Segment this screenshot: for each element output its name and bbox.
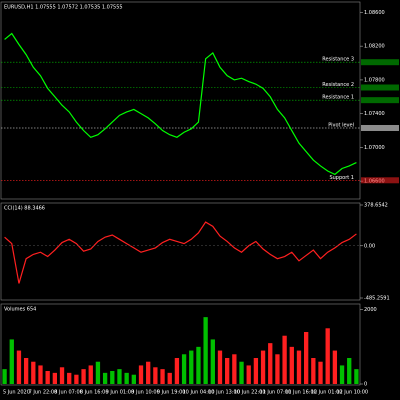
- series-line: [4, 32, 357, 176]
- volume-bar: [102, 372, 108, 384]
- volume-bar: [246, 365, 251, 384]
- time-label: 10 Jun 04:00: [183, 390, 215, 396]
- volume-bar: [232, 354, 237, 384]
- level-label: Resistance 1: [322, 95, 354, 101]
- time-label: 10 Jun 22:00: [234, 390, 266, 396]
- y-tick-label: 1.07800: [364, 77, 385, 83]
- volume-bar: [23, 358, 29, 384]
- volume-bar: [16, 350, 22, 384]
- volume-bar: [174, 358, 180, 384]
- volume-bar: [225, 358, 230, 384]
- time-label: 9 Jun 01:00: [106, 390, 135, 396]
- volume-bar: [95, 361, 101, 384]
- time-label: 12 Jun 10:00: [336, 390, 368, 396]
- volume-bar: [131, 374, 136, 384]
- level-label: Resistance 3: [322, 57, 354, 63]
- volume-bar: [31, 361, 36, 384]
- volume-bar: [45, 371, 50, 384]
- level-label: Resistance 2: [322, 82, 354, 88]
- volume-bar: [2, 369, 7, 384]
- time-label: 9 Jun 19:00: [157, 390, 186, 396]
- time-label: 9 Jun 10:00: [131, 390, 160, 396]
- volume-bar: [117, 369, 122, 384]
- volume-bar: [67, 372, 72, 384]
- volume-bar: [138, 365, 144, 384]
- time-label: 8 Jun 16:00: [80, 390, 109, 396]
- time-label: 10 Jun 13:00: [208, 390, 240, 396]
- volume-bar: [253, 358, 259, 384]
- volume-bar: [189, 350, 194, 384]
- level-tag: [361, 84, 399, 91]
- volume-bar: [59, 367, 65, 384]
- volume-bar: [81, 369, 86, 384]
- time-label: 5 Jun 2020: [3, 390, 30, 396]
- volume-bar: [181, 354, 187, 384]
- y-tick-label: 0: [364, 382, 367, 388]
- volume-pane: [0, 303, 361, 386]
- series-line: [4, 221, 357, 284]
- time-label: 7 Jun 22:00: [29, 390, 58, 396]
- volume-bar: [167, 372, 172, 384]
- volume-bar: [289, 346, 294, 384]
- volume-bar: [88, 365, 93, 384]
- y-tick-label: 2000: [364, 307, 377, 313]
- y-tick-label: 378.6542: [364, 203, 388, 209]
- level-tag: [361, 177, 399, 184]
- level-tag: [361, 124, 399, 131]
- y-tick-label: 1.08200: [364, 44, 385, 50]
- y-tick-label: 1.07000: [364, 145, 385, 151]
- time-label: 11 Jun 07:00: [259, 390, 291, 396]
- level-label: Pivot level: [328, 122, 354, 128]
- volume-bar: [311, 358, 316, 384]
- volume-bar: [275, 354, 280, 384]
- volume-bar: [52, 372, 58, 384]
- level-tag: [361, 59, 399, 66]
- y-tick-label: 1.08600: [364, 10, 385, 16]
- volume-bar: [339, 365, 345, 384]
- pane-title: Volumes 654: [4, 307, 36, 313]
- volume-bar: [303, 332, 309, 384]
- volume-bar: [296, 350, 302, 384]
- volume-bar: [210, 339, 215, 384]
- volume-bar: [110, 371, 115, 384]
- y-tick-label: 1.07400: [364, 111, 385, 117]
- volume-bar: [203, 317, 208, 384]
- pane-title: CCI(14) 88.3466: [4, 206, 45, 212]
- pane-title: EURUSD,H1 1.07555 1.07572 1.07535 1.0755…: [4, 5, 123, 11]
- volume-bar: [332, 350, 338, 384]
- volume-bar: [239, 361, 244, 384]
- level-tag: [361, 97, 399, 104]
- volume-bar: [260, 350, 266, 384]
- volume-bar: [325, 328, 330, 384]
- volume-bar: [268, 343, 273, 384]
- time-label: 12 Jun 01:00: [311, 390, 343, 396]
- volume-bar: [124, 372, 129, 384]
- price-pane: [0, 1, 361, 200]
- time-label: 8 Jun 07:00: [54, 390, 83, 396]
- volume-bar: [9, 339, 14, 384]
- volume-bar: [196, 346, 201, 384]
- volume-bar: [160, 369, 165, 384]
- volume-bar: [318, 361, 323, 384]
- volume-bar: [153, 367, 158, 384]
- volume-bar: [354, 369, 359, 384]
- volume-bar: [146, 361, 151, 384]
- volume-bar: [38, 365, 43, 384]
- level-label: Support 1: [329, 175, 354, 181]
- volume-bar: [282, 335, 287, 384]
- y-tick-label: 0.00: [364, 243, 375, 249]
- cci-pane: [0, 202, 361, 301]
- y-tick-label: -485.2591: [364, 296, 390, 302]
- volume-bar: [74, 374, 79, 384]
- volume-bar: [217, 350, 223, 384]
- volume-bar: [347, 358, 352, 384]
- time-label: 11 Jun 16:00: [285, 390, 317, 396]
